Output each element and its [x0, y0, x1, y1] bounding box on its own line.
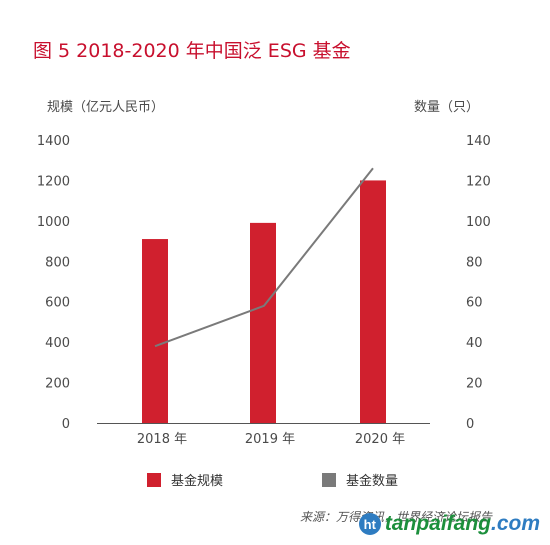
bar-2 — [250, 222, 276, 423]
y-left-tick-label: 200 — [45, 377, 70, 392]
legend-label-bar: 基金规模 — [171, 474, 224, 489]
line-series-count — [154, 167, 374, 348]
y-left-tick-label: 400 — [45, 336, 70, 351]
y-right-tick-label: 20 — [466, 377, 483, 392]
watermark-logo-icon: ht — [358, 513, 381, 535]
y-left-axis-title: 规模（亿元人民币） — [47, 100, 164, 115]
x-tick-label: 2019 年 — [245, 432, 295, 447]
watermark-text-suffix: .com — [490, 512, 540, 535]
bar-3 — [360, 180, 386, 423]
y-right-tick-label: 60 — [466, 296, 483, 311]
watermark-text-main: tanpaifang — [384, 512, 491, 535]
y-left-tick-label: 800 — [45, 255, 70, 270]
y-right-axis-title: 数量（只） — [414, 100, 479, 115]
y-right-tick-label: 0 — [466, 417, 474, 432]
x-tick-label: 2020 年 — [355, 432, 405, 447]
legend-swatch-bar — [147, 472, 161, 487]
y-right-tick-label: 100 — [466, 215, 491, 230]
y-left-tick-label: 1000 — [37, 215, 70, 230]
legend-swatch-line — [322, 472, 336, 487]
y-right-tick-label: 140 — [466, 134, 491, 149]
x-tick-label: 2018 年 — [137, 432, 187, 447]
y-left-tick-label: 0 — [62, 417, 70, 432]
y-right-tick-label: 80 — [466, 255, 483, 270]
legend-label-line: 基金数量 — [346, 474, 399, 489]
source-note: 来源：万得资讯，世界经济论坛报告 — [299, 510, 492, 524]
watermark: ht tanpaifang .com — [358, 512, 540, 536]
y-left-tick-label: 600 — [45, 296, 70, 311]
y-left-tick-label: 1400 — [37, 134, 70, 149]
y-left-tick-label: 1200 — [37, 174, 70, 189]
y-right-tick-label: 120 — [466, 174, 491, 189]
y-right-tick-label: 40 — [466, 336, 483, 351]
chart-title: 图 5 2018-2020 年中国泛 ESG 基金 — [33, 40, 351, 62]
legend: 基金规模 基金数量 — [0, 470, 550, 490]
legend-item-bar: 基金规模 — [147, 470, 223, 489]
bar-1 — [142, 239, 168, 423]
legend-item-line: 基金数量 — [322, 470, 398, 489]
